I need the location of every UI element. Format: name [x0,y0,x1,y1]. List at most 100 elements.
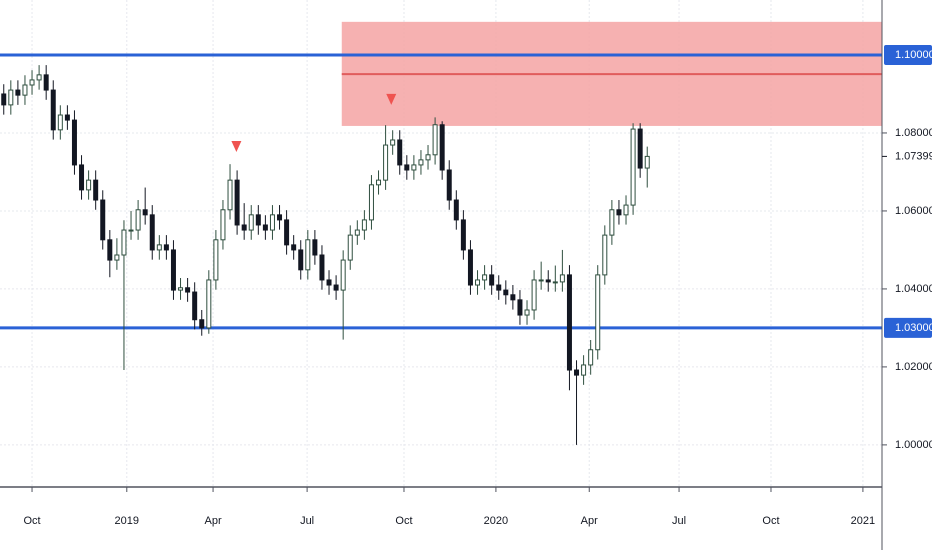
candle-body [227,179,233,211]
price-label-box [884,317,932,338]
candle-body [241,224,247,231]
candle-body [368,184,374,221]
candle-body [199,319,205,329]
candle-body [79,164,85,191]
candle-body [425,154,431,161]
price-label: 1.10000 [895,49,932,61]
candle-body [489,274,495,286]
candle-body [524,309,530,316]
candle-body [57,114,63,131]
price-label: 1.03000 [895,322,932,334]
candle-body [305,239,311,271]
candle-body [220,209,226,241]
candle-body [206,279,212,329]
candle-body [559,274,565,283]
candle-body [43,74,49,91]
candle-body [453,199,459,221]
candle-body [291,244,297,251]
x-tick-label: Apr [204,515,221,527]
candle-body [8,89,14,106]
candle-body [566,274,572,371]
signal-marker [231,140,242,152]
x-tick-label: Jul [300,515,314,527]
candle-body [142,209,148,216]
candle-body [361,219,367,231]
candle-body [545,279,551,283]
candle-body [163,244,169,251]
candle-body [475,279,481,286]
y-tick-label: 1.04000 [895,283,932,295]
candle-body [340,259,346,291]
candle-body [29,79,35,86]
candle-body [255,214,261,226]
candle-body [616,209,622,216]
candle-body [552,281,558,284]
candle-body [319,254,325,281]
y-tick-label: 1.06000 [895,205,932,217]
candle-body [36,74,42,81]
x-tick-label: 2019 [115,515,139,527]
x-tick-label: 2021 [851,515,875,527]
candle-body [588,349,594,366]
candle-body [411,164,417,171]
x-tick-label: Jul [672,515,686,527]
x-tick-label: 2020 [484,515,508,527]
candle-body [503,289,509,296]
candle-body [390,139,396,146]
candle-body [86,179,92,191]
candle-body [284,219,290,246]
candle-body [170,249,176,291]
candle-body [446,169,452,201]
candle-body [1,93,7,106]
x-tick-label: Oct [762,515,779,527]
candle-body [15,89,21,96]
candle-body [100,199,106,241]
signal-marker [386,93,397,105]
candle-body [397,139,403,166]
candle-body [439,124,445,171]
candle-body [93,179,99,201]
x-tick-label: Apr [581,515,598,527]
candle-body [114,254,120,261]
candle-body [574,369,580,376]
candle-body [326,279,332,286]
candle-body [517,299,523,316]
y-tick-label: 1.00000 [895,439,932,451]
candle-body [404,164,410,171]
candle-body [234,179,240,226]
candle-body [531,279,537,311]
candle-body [262,224,268,231]
candle-body [178,287,184,291]
candle-body [602,234,608,276]
candle-body [64,114,70,121]
candle-body [312,239,318,256]
candle-body [22,84,28,96]
candle-body [71,119,77,166]
candle-body [630,128,636,206]
candle-body [538,279,544,282]
y-tick-label: 1.08000 [895,127,932,139]
candle-body [121,229,127,256]
candle-body [432,124,438,156]
candle-body [277,214,283,221]
candle-body [376,179,382,186]
candle-body [581,364,587,376]
candle-body [333,284,339,291]
y-tick-label: 1.02000 [895,361,932,373]
candle-body [107,239,113,261]
candle-body [510,294,516,301]
candle-body [467,249,473,286]
last-price-label: 1.07399 [895,150,932,162]
x-tick-label: Oct [395,515,412,527]
candle-body [644,155,650,169]
candle-body [637,128,643,169]
candle-body [354,229,360,236]
candle-body [460,219,466,251]
candle-body [248,214,254,231]
candle-body [149,214,155,251]
candle-body [213,239,219,281]
candle-body [192,291,198,321]
candle-body [383,144,389,181]
candle-body [269,214,275,231]
